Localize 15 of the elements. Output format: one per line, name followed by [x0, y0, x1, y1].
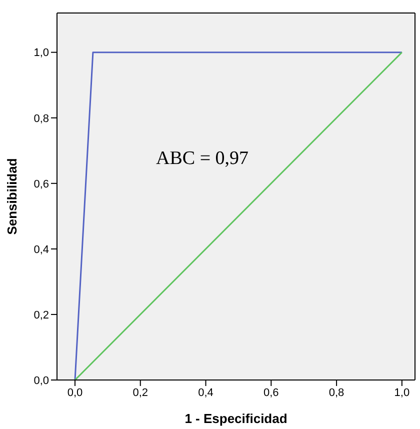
x-axis-title: 1 - Especificidad [184, 411, 288, 426]
x-tick-label: 0,4 [198, 386, 214, 399]
x-tick-label: 0,6 [264, 386, 279, 399]
x-tick-label: 0,8 [328, 386, 344, 399]
y-tick-label: 0,4 [34, 244, 49, 256]
x-tick-label: 1,0 [394, 386, 410, 399]
x-tick-label: 0,0 [67, 386, 83, 399]
y-axis-title: Sensibilidad [4, 158, 20, 235]
x-tick-label: 0,2 [132, 386, 148, 399]
y-tick-label: 0,0 [34, 374, 49, 387]
annotation: ABC = 0,97 [156, 148, 249, 170]
y-tick-label: 1,0 [34, 47, 49, 60]
y-tick-label: 0,2 [34, 309, 49, 322]
y-tick-label: 0,6 [34, 178, 49, 190]
y-tick-label: 0,8 [34, 112, 49, 125]
